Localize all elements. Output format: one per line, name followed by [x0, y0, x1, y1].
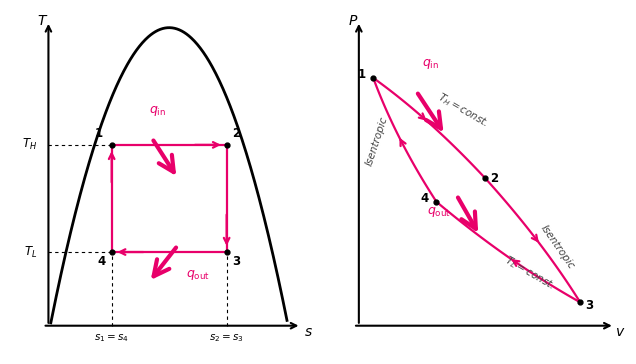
Text: 4: 4 [98, 256, 106, 268]
Text: Isentropic: Isentropic [539, 223, 576, 272]
Text: $s$: $s$ [304, 325, 313, 339]
Text: $T_H$: $T_H$ [22, 137, 37, 153]
Text: $T_L$: $T_L$ [24, 245, 37, 260]
Text: $s_1 = s_4$: $s_1 = s_4$ [94, 332, 129, 344]
Text: 1: 1 [357, 68, 366, 81]
Text: $q_{\rm in}$: $q_{\rm in}$ [149, 104, 166, 118]
Text: $q_{\rm out}$: $q_{\rm out}$ [186, 269, 211, 282]
Text: $T_H=$const.: $T_H=$const. [436, 90, 492, 130]
Text: 3: 3 [584, 299, 593, 312]
Text: $q_{\rm in}$: $q_{\rm in}$ [422, 57, 439, 71]
Text: $P$: $P$ [348, 14, 358, 28]
Text: 1: 1 [95, 127, 103, 140]
Text: $T$: $T$ [37, 14, 48, 28]
Text: $T_L=$const.: $T_L=$const. [502, 254, 557, 293]
Text: 2: 2 [232, 127, 240, 140]
Text: $q_{\rm out}$: $q_{\rm out}$ [427, 205, 452, 219]
Text: $s_2 = s_3$: $s_2 = s_3$ [209, 332, 244, 344]
Text: $v$: $v$ [615, 325, 626, 339]
Text: 4: 4 [421, 192, 429, 205]
Text: 3: 3 [232, 256, 240, 268]
Text: Isentropic: Isentropic [364, 115, 390, 167]
Text: 2: 2 [490, 172, 498, 185]
